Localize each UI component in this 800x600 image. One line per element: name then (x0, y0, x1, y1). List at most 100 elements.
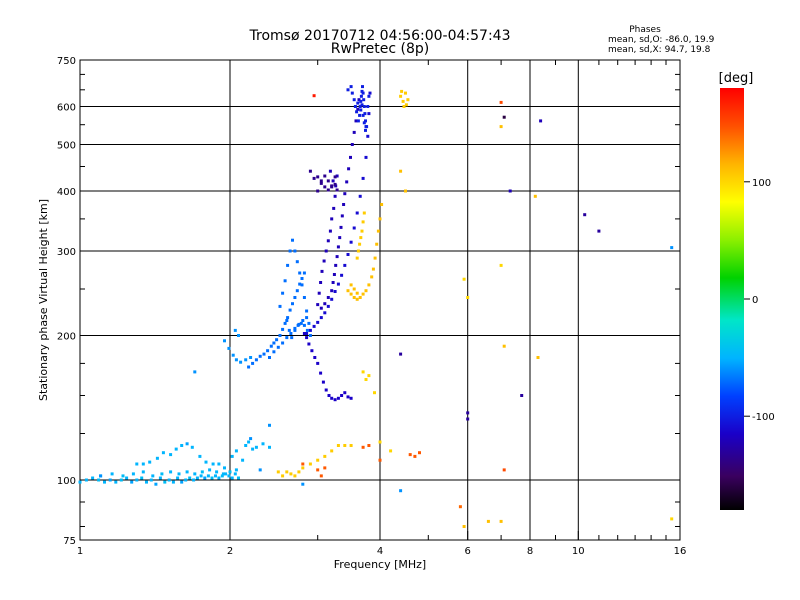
echo-point (288, 308, 292, 312)
echo-point (333, 175, 337, 179)
echo-point (378, 440, 382, 444)
echo-point (233, 472, 237, 476)
echo-point (367, 374, 371, 378)
echo-point (400, 89, 404, 93)
echo-point (349, 396, 353, 400)
echo-point (349, 155, 352, 159)
echo-point (299, 321, 303, 325)
echo-point (288, 249, 292, 253)
echo-point (360, 103, 364, 107)
echo-point (346, 395, 350, 399)
echo-point (286, 316, 290, 320)
echo-point (326, 179, 330, 183)
echo-point (345, 180, 349, 184)
echo-point (308, 169, 312, 173)
echo-point (192, 478, 196, 482)
echo-point (190, 445, 194, 449)
echo-point (285, 470, 289, 474)
echo-point (210, 476, 214, 480)
echo-point (332, 273, 336, 276)
echo-point (361, 292, 365, 296)
echo-point (343, 444, 347, 447)
echo-point (399, 169, 403, 173)
echo-point (462, 277, 466, 281)
echo-point (269, 344, 273, 348)
echo-point (301, 319, 305, 322)
echo-point (362, 121, 366, 125)
echo-point (366, 134, 370, 138)
echo-point (285, 319, 289, 322)
echo-point (343, 192, 347, 196)
echo-point (302, 296, 306, 299)
echo-point (203, 476, 207, 480)
echo-point (333, 290, 337, 293)
echo-point (293, 474, 297, 478)
echo-point (355, 291, 359, 295)
echo-point (316, 303, 320, 307)
echo-point (278, 304, 282, 308)
echo-point (323, 302, 327, 306)
echo-point (356, 249, 360, 253)
echo-point (167, 478, 171, 482)
echo-point (380, 203, 384, 206)
echo-point (332, 206, 336, 210)
chart-title: Tromsø 20170712 04:56:00-04:57:43 (249, 28, 511, 44)
echo-point (350, 91, 354, 95)
echo-point (399, 352, 403, 356)
y-tick-label: 300 (57, 247, 76, 258)
echo-point (335, 255, 339, 259)
echo-point (231, 353, 235, 357)
echo-point (536, 356, 540, 359)
echo-point (258, 354, 262, 358)
echo-point (364, 378, 368, 381)
echo-point (293, 326, 297, 330)
echo-point (316, 189, 320, 193)
echo-point (281, 341, 285, 345)
echo-point (289, 472, 293, 476)
echo-point (305, 332, 309, 335)
echo-point (319, 474, 323, 478)
echo-point (458, 505, 462, 509)
echo-point (358, 113, 362, 117)
echo-point (360, 229, 364, 233)
chart-subtitle: RwPretec (8p) (331, 41, 429, 57)
echo-point (499, 125, 503, 129)
echo-point (349, 85, 353, 89)
echo-point (320, 269, 324, 273)
echo-point (268, 445, 271, 449)
echo-point (360, 89, 364, 93)
echo-point (324, 388, 328, 392)
echo-point (323, 174, 327, 178)
y-tick-label: 75 (63, 536, 76, 547)
echo-point (346, 88, 350, 92)
echo-point (148, 460, 152, 464)
echo-point (149, 478, 153, 482)
echo-point (355, 256, 359, 260)
echo-point (130, 480, 134, 484)
echo-point (302, 332, 306, 335)
echo-point (171, 480, 175, 484)
echo-point (319, 316, 323, 320)
echo-point (336, 245, 340, 249)
echo-point (358, 105, 362, 108)
echo-point (305, 316, 309, 320)
echo-point (404, 189, 407, 193)
x-tick-label: 8 (527, 546, 533, 557)
echo-point (336, 444, 340, 447)
echo-point (78, 480, 82, 484)
echo-point (362, 105, 366, 108)
echo-point (195, 476, 199, 480)
echo-point (298, 271, 302, 275)
echo-point (502, 468, 506, 472)
echo-point (316, 361, 320, 365)
echo-point (319, 179, 323, 183)
echo-point (220, 474, 224, 478)
echo-point (378, 217, 382, 221)
echo-point (340, 273, 344, 277)
echo-point (342, 203, 346, 206)
echo-point (330, 289, 334, 293)
echo-point (244, 358, 248, 362)
echo-point (401, 99, 405, 103)
echo-point (352, 287, 356, 291)
echo-point (262, 352, 266, 356)
